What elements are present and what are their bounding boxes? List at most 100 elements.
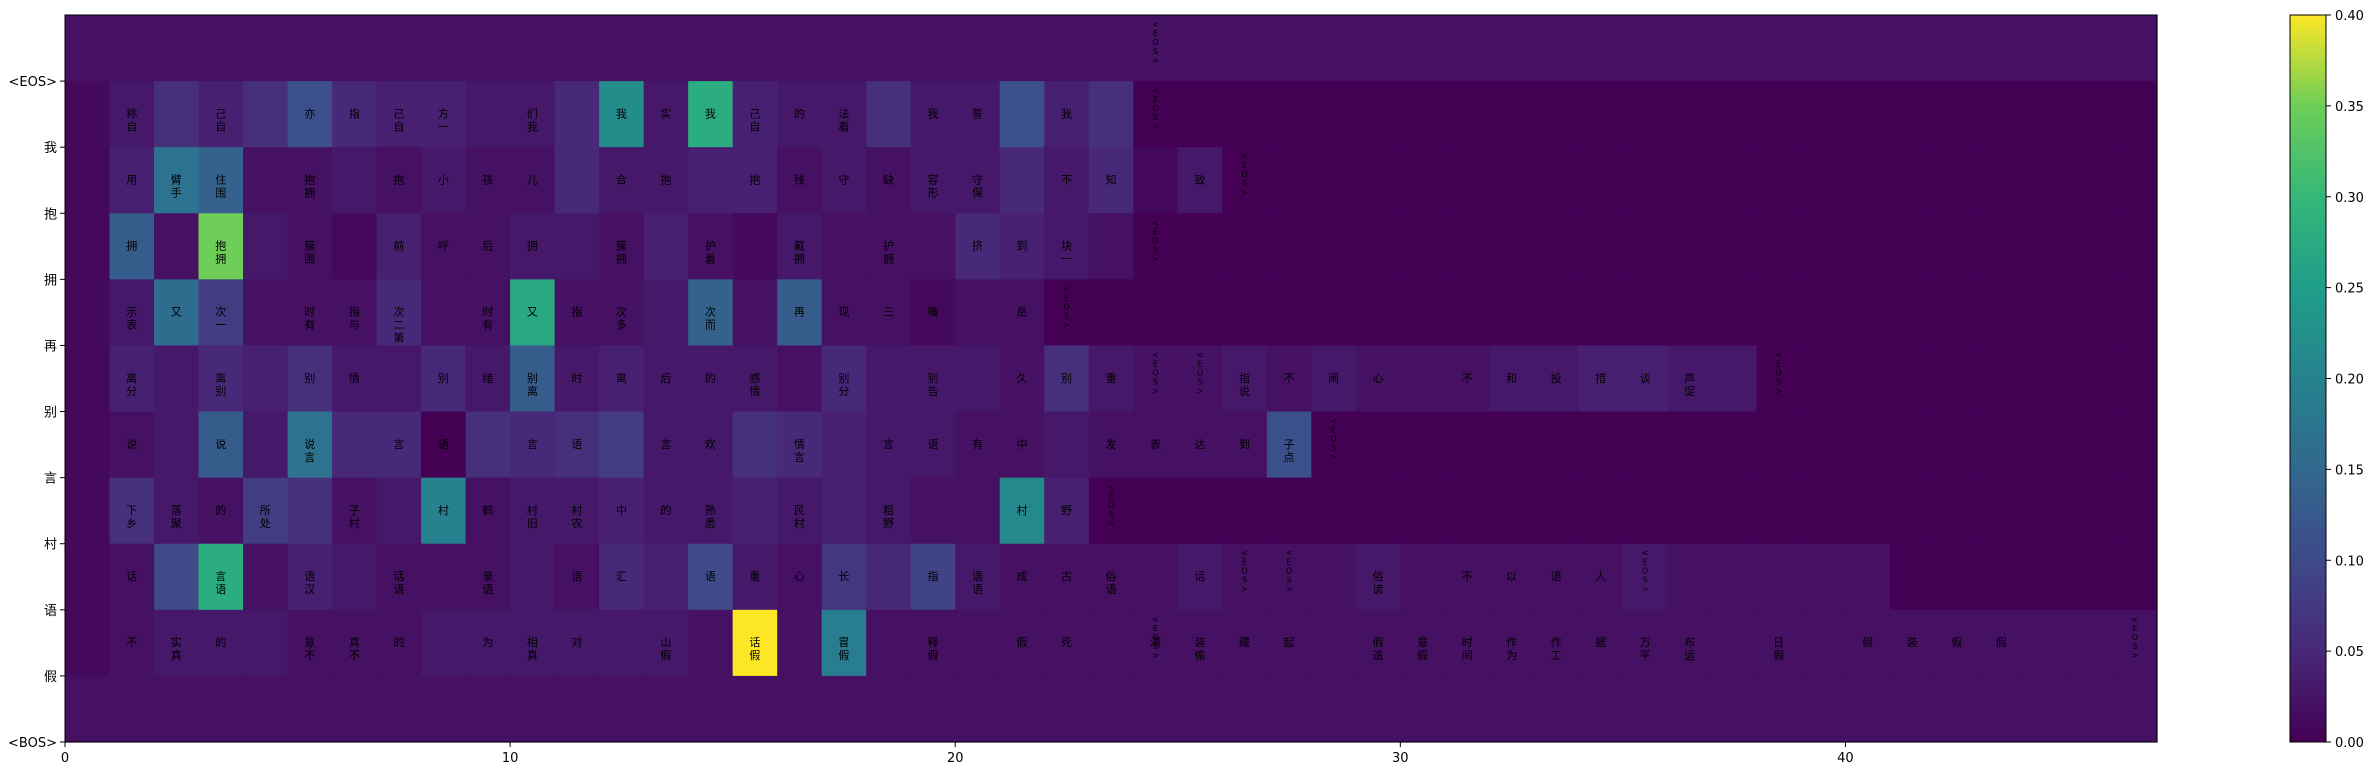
eos-marker: E [1643,558,1648,567]
cell-annotation: 语 [972,570,983,583]
heatmap-cell [1756,345,1802,413]
heatmap-cell [1177,279,1223,347]
heatmap-cell [955,543,1001,611]
heatmap-cell [243,147,289,214]
heatmap-cell [510,147,556,214]
cell-annotation: 言 [883,438,894,451]
heatmap-cell [2112,345,2158,413]
cell-annotation: 工 [1551,649,1562,662]
cell-annotation: 所 [260,504,271,517]
cell-annotation: 抱 [393,173,404,187]
heatmap-cell [821,411,867,479]
colorbar-tick-label: 0.35 [2335,100,2364,115]
eos-marker: < [1775,350,1782,359]
heatmap-cell [2067,147,2114,214]
cell-annotation: 的 [705,371,716,385]
cell-annotation: 而 [705,319,716,332]
heatmap-cell [1622,675,1668,743]
eos-marker: O [1152,38,1158,47]
eos-marker: E [1776,359,1781,368]
heatmap-cell [1133,213,1179,280]
cell-annotation: 假 [1773,648,1784,662]
heatmap-cell [1800,543,1847,611]
heatmap-cell [1578,279,1624,347]
heatmap-cell [1889,81,1936,148]
heatmap-cell [65,15,111,82]
heatmap-cell [376,609,422,677]
heatmap-cell [2023,411,2069,479]
heatmap-cell [1845,15,1891,82]
cell-annotation: 抱 [749,173,760,187]
cell-annotation: 语 [705,570,716,583]
cell-annotation: 法 [838,106,849,120]
heatmap-cell [1533,675,1579,743]
heatmap-cell [1400,609,1446,677]
heatmap-cell [1044,81,1090,148]
cell-annotation: 感 [749,372,760,385]
heatmap-cell [554,477,600,545]
cell-annotation: 不 [1462,570,1473,583]
heatmap-cell [65,279,111,347]
cell-annotation: 说 [126,437,137,451]
heatmap-cell [1489,15,1535,82]
cell-annotation: 藏 [1239,636,1250,649]
heatmap-cell [1222,609,1268,677]
cell-annotation: 己 [215,107,226,120]
cell-annotation: 言 [527,438,538,451]
eos-marker: < [1152,218,1159,227]
cell-annotation: 说 [215,437,226,451]
heatmap-cell [287,675,333,743]
heatmap-cell [1889,213,1936,280]
heatmap-cell [643,279,689,347]
eos-marker: S [1108,510,1113,519]
heatmap-cell [732,543,778,611]
x-tick-label: 30 [1392,751,1409,766]
heatmap-cell [821,147,867,214]
cell-annotation: 自 [393,120,404,133]
cell-annotation: 语 [482,583,493,596]
heatmap-cell [1800,609,1847,677]
eos-marker: > [1152,254,1159,263]
cell-annotation: 多 [616,318,627,332]
heatmap-cell [1266,609,1312,677]
heatmap-cell [154,213,200,280]
heatmap-cell [465,279,511,347]
eos-marker: S [1064,311,1069,320]
cell-annotation: 冒 [838,636,849,649]
eos-marker: > [2131,651,2138,660]
cell-annotation: 簇 [616,239,627,253]
eos-marker: < [1241,152,1248,161]
heatmap-cell [999,411,1045,479]
heatmap-cell [1222,345,1268,413]
eos-marker: < [1241,549,1248,558]
heatmap-cell [643,543,689,611]
heatmap-cell [1756,609,1802,677]
heatmap-cell [1133,477,1179,545]
heatmap-cell [1533,345,1579,413]
heatmap-cell [198,411,244,479]
heatmap-cell [510,675,556,743]
heatmap-cell [866,609,912,677]
heatmap-cell [1667,477,1713,545]
heatmap-cell [1088,15,1134,82]
heatmap-cell [688,213,734,280]
heatmap-cell [554,213,600,280]
heatmap-cell [1889,147,1936,214]
heatmap-cell [2023,81,2069,148]
heatmap-cell [1711,15,1758,82]
cell-annotation: 离 [527,384,538,398]
cell-annotation: 称 [126,106,137,120]
heatmap-cell [777,81,823,148]
heatmap-cell [154,81,200,148]
eos-marker: S [1197,377,1202,386]
cell-annotation: 示 [126,306,137,319]
heatmap-cell [1133,279,1179,347]
heatmap-cell [910,477,956,545]
heatmap-cell [821,213,867,280]
eos-marker: E [1153,95,1158,104]
heatmap-cell [777,279,823,347]
eos-marker: S [1331,444,1336,453]
heatmap-cell [1533,477,1579,545]
eos-marker: < [2131,615,2138,624]
heatmap-cell [243,15,289,82]
